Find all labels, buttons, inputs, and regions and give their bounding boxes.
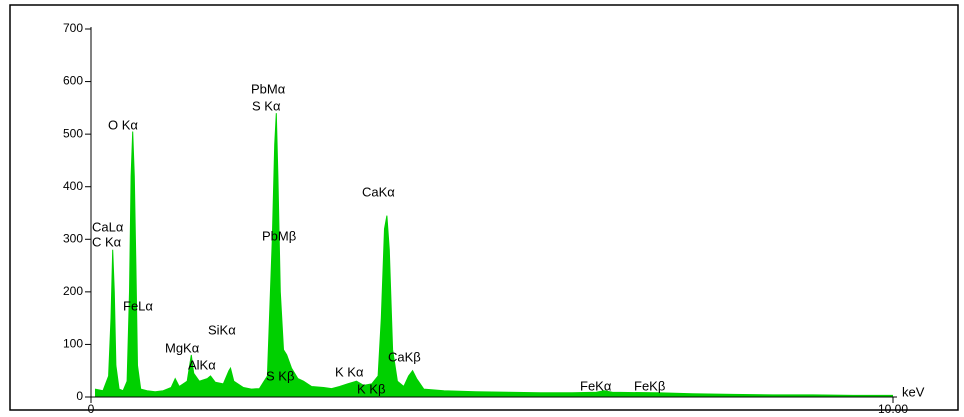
y-tick-label: 100 <box>63 337 83 351</box>
peak-label: C Kα <box>92 234 122 249</box>
peak-label: CaLα <box>92 219 124 234</box>
x-tick-label: 0 <box>88 402 95 416</box>
y-tick-label: 700 <box>63 21 83 35</box>
peak-label: O Kα <box>108 117 138 132</box>
y-tick-label: 200 <box>63 284 83 298</box>
peak-label: FeKα <box>580 378 612 393</box>
x-axis-label: keV <box>902 384 925 399</box>
y-tick-label: 400 <box>63 179 83 193</box>
peak-label: PbMα <box>251 81 286 96</box>
x-tick-label: 10.00 <box>878 402 908 416</box>
peak-label: K Kβ <box>357 381 385 396</box>
y-tick-label: 0 <box>76 389 83 403</box>
frame <box>9 4 959 411</box>
peak-label: MgKα <box>165 340 200 355</box>
peak-label: AlKα <box>188 357 216 372</box>
peak-label: CaKβ <box>388 349 421 364</box>
spectrum-area <box>95 113 893 397</box>
peak-label: FeLα <box>123 298 153 313</box>
y-tick-label: 600 <box>63 74 83 88</box>
peak-label: S Kα <box>252 98 281 113</box>
peak-label: PbMβ <box>262 228 296 243</box>
peak-label: K Kα <box>335 364 364 379</box>
peak-label: SiKα <box>208 322 236 337</box>
peak-label: CaKα <box>362 184 395 199</box>
y-tick-label: 500 <box>63 126 83 140</box>
peak-label: S Kβ <box>266 368 294 383</box>
y-tick-label: 300 <box>63 231 83 245</box>
peak-label: FeKβ <box>634 378 665 393</box>
spectrum-line <box>94 113 893 396</box>
